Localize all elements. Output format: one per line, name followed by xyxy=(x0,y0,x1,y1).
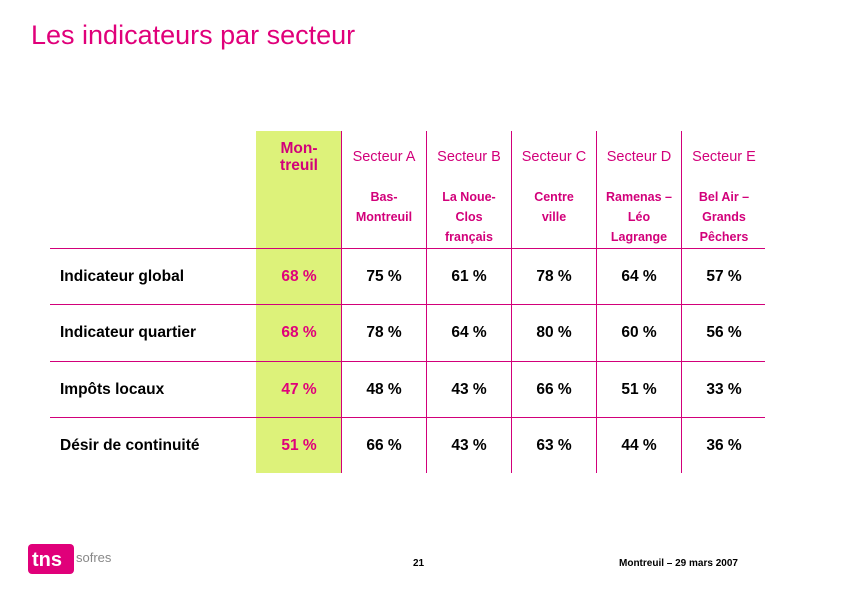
table-cell: 68 % xyxy=(281,324,317,341)
table-cell: 63 % xyxy=(536,437,572,454)
table-cell: 47 % xyxy=(281,381,317,398)
table-cell: 56 % xyxy=(706,324,742,341)
table-cell: 36 % xyxy=(706,437,742,454)
row-divider xyxy=(50,304,765,305)
table-cell: 48 % xyxy=(366,381,402,398)
column-header-secteur-a: Secteur A xyxy=(352,148,416,165)
table-cell: 33 % xyxy=(706,381,742,398)
column-divider xyxy=(511,131,512,473)
column-header-secteur-d: Secteur D xyxy=(606,148,672,165)
tns-sofres-logo-graphic: tns sofres xyxy=(28,544,112,574)
column-subheader-secteur-d: Ramenas – Léo Lagrange xyxy=(605,190,672,244)
table-cell: 51 % xyxy=(621,381,657,398)
table-cell: 68 % xyxy=(281,268,317,285)
logo-mark-text: tns xyxy=(32,549,62,571)
row-label: Indicateur global xyxy=(60,268,185,285)
row-label: Désir de continuité xyxy=(60,437,200,454)
footer-text: Montreuil – 29 mars 2007 xyxy=(619,558,738,569)
table-cell: 80 % xyxy=(536,324,572,341)
table-cell: 66 % xyxy=(366,437,402,454)
table-cell: 78 % xyxy=(536,268,572,285)
column-divider xyxy=(341,131,342,473)
column-header-secteur-e: Secteur E xyxy=(692,148,756,165)
table-cell: 64 % xyxy=(451,324,487,341)
column-header-secteur-b: Secteur B xyxy=(437,148,501,165)
column-header-secteur-c: Secteur C xyxy=(521,148,587,165)
column-subheader-secteur-e: Bel Air – Grands Pêchers xyxy=(698,190,750,244)
table-cell: 78 % xyxy=(366,324,402,341)
table-cell: 43 % xyxy=(451,437,487,454)
table-cell: 75 % xyxy=(366,268,402,285)
montreuil-column-highlight xyxy=(256,131,342,473)
page-number: 21 xyxy=(413,558,425,569)
row-label: Impôts locaux xyxy=(60,381,165,398)
table-cell: 61 % xyxy=(451,268,487,285)
table-cell: 60 % xyxy=(621,324,657,341)
column-divider xyxy=(596,131,597,473)
table-cell: 57 % xyxy=(706,268,742,285)
column-divider xyxy=(681,131,682,473)
column-subheader-secteur-c: Centre ville xyxy=(534,190,574,224)
column-divider xyxy=(426,131,427,473)
row-label: Indicateur quartier xyxy=(60,324,197,341)
column-header-montreuil: Mon- treuil xyxy=(280,140,318,174)
column-subheader-secteur-b: La Noue- Clos français xyxy=(442,190,496,244)
logo-name-text: sofres xyxy=(76,550,112,565)
row-divider xyxy=(50,361,765,362)
row-divider xyxy=(50,417,765,418)
column-subheader-secteur-a: Bas- Montreuil xyxy=(355,190,413,224)
tns-sofres-logo: tns sofres xyxy=(28,540,118,581)
table-cell: 64 % xyxy=(621,268,657,285)
page-title: Les indicateurs par secteur xyxy=(31,20,356,50)
row-divider xyxy=(50,248,765,249)
table-cell: 51 % xyxy=(281,437,317,454)
table-cell: 43 % xyxy=(451,381,487,398)
table-cell: 44 % xyxy=(621,437,657,454)
table-cell: 66 % xyxy=(536,381,572,398)
